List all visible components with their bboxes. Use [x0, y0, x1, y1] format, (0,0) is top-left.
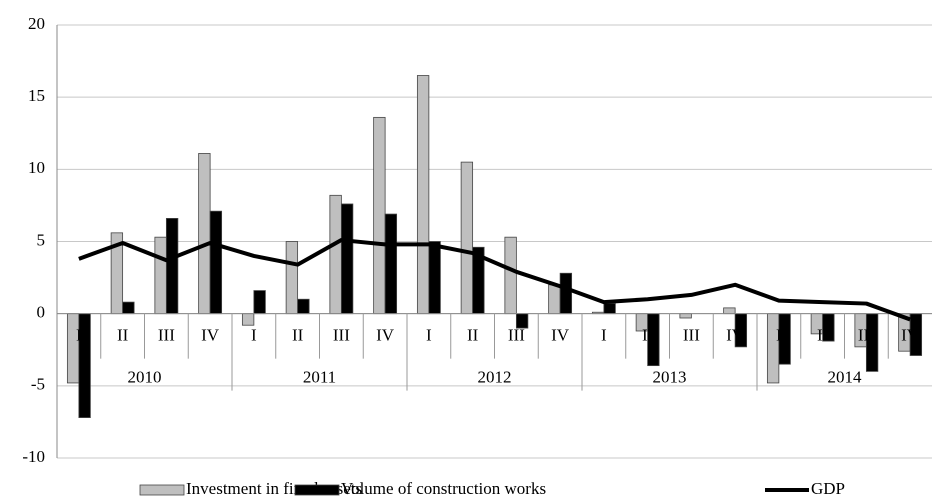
bar — [253, 290, 266, 315]
x-tick-label: III — [333, 326, 350, 345]
x-tick-label: III — [158, 326, 175, 345]
x-group-label: 2012 — [478, 368, 512, 387]
x-tick-label: II — [817, 326, 829, 345]
legend-label: GDP — [811, 479, 845, 498]
bar — [340, 203, 354, 315]
bar — [66, 313, 80, 384]
bar — [603, 303, 616, 315]
bar — [297, 298, 310, 315]
bar — [384, 213, 398, 315]
x-tick-label: I — [776, 326, 782, 345]
bar — [428, 241, 441, 315]
bar — [329, 194, 342, 315]
x-group-label: 2014 — [828, 368, 863, 387]
y-tick-label: 5 — [37, 230, 46, 249]
y-tick-label: 10 — [28, 158, 45, 177]
x-tick-label: IV — [551, 326, 570, 345]
bar — [460, 161, 474, 315]
x-tick-label: IV — [901, 326, 920, 345]
bar — [241, 313, 255, 326]
bar — [723, 307, 736, 315]
x-tick-label: II — [642, 326, 654, 345]
x-tick-label: III — [683, 326, 700, 345]
x-tick-label: I — [426, 326, 432, 345]
bar — [209, 210, 223, 315]
y-tick-label: -10 — [22, 447, 45, 466]
bar — [198, 153, 211, 315]
x-group-label: 2013 — [653, 368, 687, 387]
bar — [679, 313, 692, 319]
x-tick-label: II — [467, 326, 479, 345]
y-tick-label: 20 — [28, 14, 45, 33]
legend-label: Volume of construction works — [341, 479, 546, 498]
legend-swatch — [139, 484, 185, 496]
bar — [154, 236, 167, 315]
y-tick-label: -5 — [31, 375, 45, 394]
y-tick-label: 0 — [37, 303, 46, 322]
x-tick-label: IV — [726, 326, 745, 345]
x-tick-label: I — [76, 326, 82, 345]
x-tick-label: IV — [201, 326, 220, 345]
x-tick-label: II — [292, 326, 304, 345]
bar — [165, 218, 179, 315]
bar — [373, 116, 386, 315]
bar — [504, 236, 517, 315]
x-tick-label: III — [858, 326, 875, 345]
x-group-label: 2011 — [303, 368, 336, 387]
bar — [548, 284, 561, 315]
y-tick-label: 15 — [28, 86, 45, 105]
bar — [416, 75, 430, 315]
bar — [766, 313, 780, 384]
line-series — [78, 238, 911, 322]
x-tick-label: II — [117, 326, 129, 345]
x-tick-label: I — [601, 326, 607, 345]
legend-swatch — [294, 484, 340, 496]
x-tick-label: I — [251, 326, 257, 345]
bar — [122, 301, 135, 315]
x-group-label: 2010 — [128, 368, 162, 387]
bar — [559, 272, 573, 315]
x-tick-label: IV — [376, 326, 395, 345]
bar — [285, 241, 299, 315]
x-tick-label: III — [508, 326, 525, 345]
